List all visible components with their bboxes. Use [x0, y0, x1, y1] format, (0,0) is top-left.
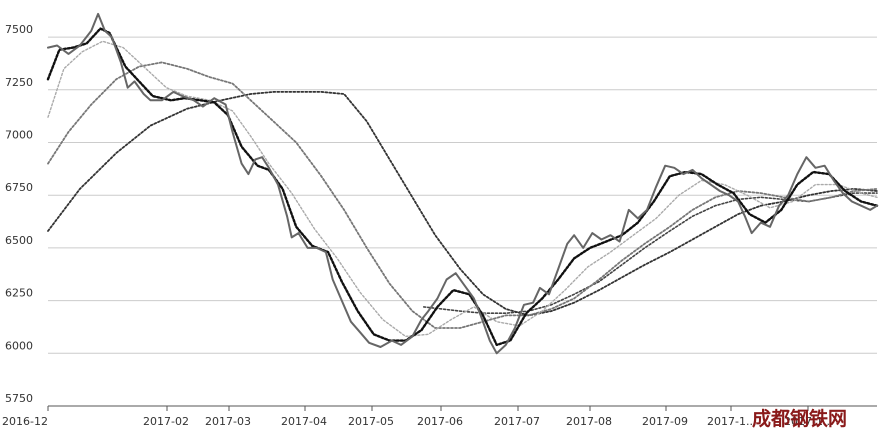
series-line-dotted-dark-2 — [422, 192, 878, 315]
series-line-solid-dark — [47, 12, 878, 355]
x-tick-label: 2017-02 — [143, 415, 189, 428]
x-tick-label: 2017-06 — [417, 415, 463, 428]
x-tick-label: 2016-12 — [2, 415, 48, 428]
series-line-dotted-black-bold — [46, 27, 879, 347]
x-tick-label: 2017-07 — [494, 415, 540, 428]
x-tick-label: 2017-08 — [566, 415, 612, 428]
y-tick-label-5750: 5750 — [5, 392, 33, 405]
y-tick-label-6000: 6000 — [5, 339, 33, 352]
y-tick-label-7500: 7500 — [5, 23, 33, 36]
series-line-dotted-dark-1 — [47, 91, 878, 317]
y-tick-label-6250: 6250 — [5, 287, 33, 300]
x-axis: 2016-12 2017-02 2017-03 2017-04 2017-05 2017-… — [2, 405, 877, 428]
x-tick-label: 2017-09 — [642, 415, 688, 428]
y-tick-label-6750: 6750 — [5, 181, 33, 194]
x-tick-label: 2017-1... — [784, 415, 833, 428]
gridlines — [48, 36, 877, 407]
watermark-logo-text: 成都钢铁网 — [752, 408, 848, 430]
x-tick-label: 2017-03 — [205, 415, 251, 428]
series-line-dotted-light — [47, 40, 878, 338]
x-tick-label: 2017-1... — [707, 415, 756, 428]
series-lines — [46, 12, 879, 355]
y-tick-label-6500: 6500 — [5, 234, 33, 247]
x-tick-label: 2017-04 — [281, 415, 327, 428]
y-tick-label-7000: 7000 — [5, 128, 33, 141]
y-axis-tick-labels: 7500 7250 7000 6750 6500 6250 6000 5750 — [5, 23, 33, 405]
x-tick-label: 2017-05 — [348, 415, 394, 428]
y-tick-label-7250: 7250 — [5, 76, 33, 89]
